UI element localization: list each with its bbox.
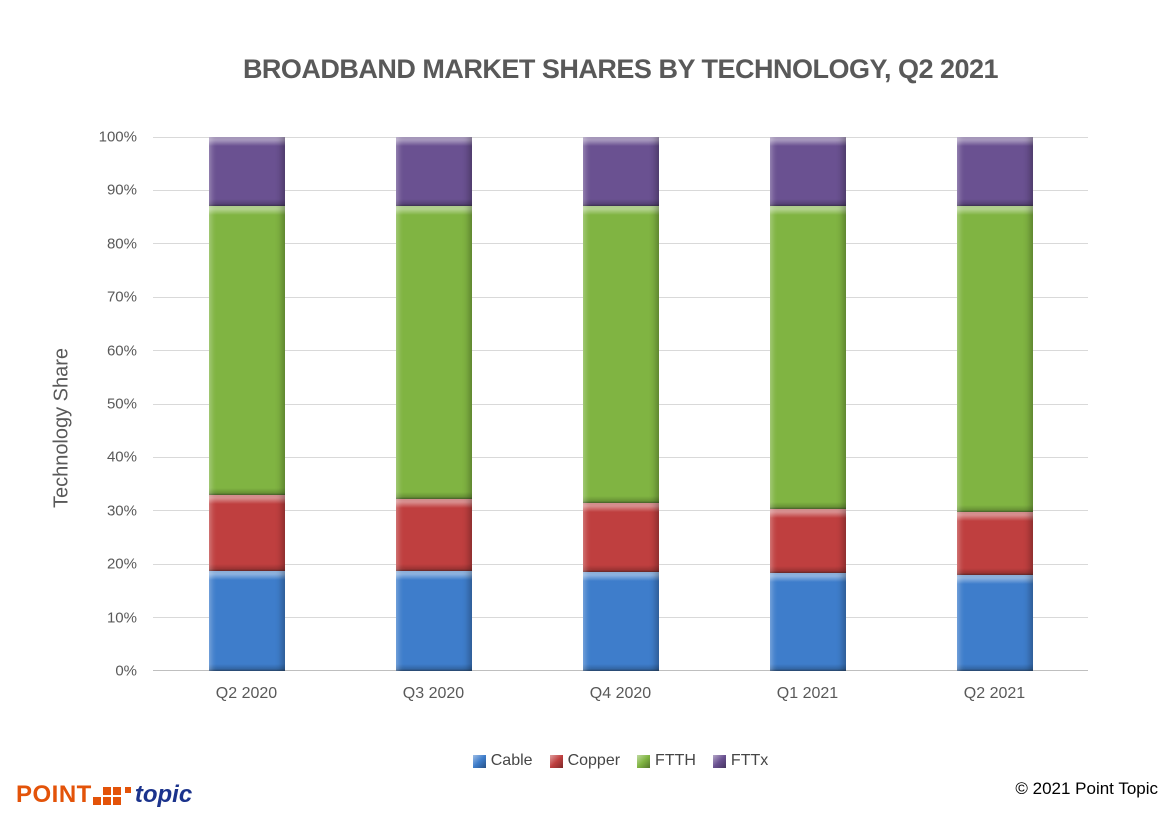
legend-label: FTTH (655, 752, 696, 769)
x-category-label: Q2 2020 (215, 685, 278, 702)
legend-marker-cable-icon (472, 754, 486, 768)
gridline (153, 136, 1088, 138)
bar-segment-ftth (208, 206, 285, 495)
bar-segment-cable (208, 570, 285, 671)
legend-label: FTTx (730, 752, 769, 769)
bar-segment-fttx (395, 137, 472, 207)
x-category-label: Q4 2020 (589, 685, 652, 702)
x-axis-category-labels: Q2 2020 Q3 2020 Q4 2020 Q1 2021 Q2 2021 (153, 685, 1088, 709)
x-category-label: Q1 2021 (776, 685, 839, 702)
x-category-label: Q2 2021 (963, 685, 1026, 702)
legend-item-copper: Copper (549, 752, 621, 770)
legend-label: Copper (567, 752, 621, 769)
y-tick-label: 40% (106, 448, 137, 466)
y-tick-label: 70% (106, 288, 137, 306)
logo-dots-icon (92, 787, 131, 805)
bar-q3-2020 (395, 137, 472, 671)
y-tick-label: 10% (106, 609, 137, 627)
bar-segment-ftth (769, 206, 846, 509)
legend-marker-ftth-icon (637, 754, 651, 768)
point-topic-logo: POINT topic (16, 781, 192, 809)
bar-segment-fttx (208, 137, 285, 207)
bar-segment-cable (956, 574, 1033, 671)
y-tick-label: 50% (106, 395, 137, 413)
bar-segment-copper (208, 494, 285, 571)
bar-segment-cable (582, 572, 659, 671)
bar-segment-ftth (582, 206, 659, 503)
y-tick-label: 90% (106, 181, 137, 199)
y-tick-label: 80% (106, 235, 137, 253)
logo-dot (112, 797, 121, 805)
bar-q1-2021 (769, 137, 846, 671)
x-category-label: Q3 2020 (402, 685, 465, 702)
legend-label: Cable (490, 752, 533, 769)
logo-dot (92, 797, 101, 805)
legend-marker-fttx-icon (712, 754, 726, 768)
legend-item-ftth: FTTH (637, 752, 696, 770)
y-tick-label: 0% (115, 662, 137, 680)
logo-dot (93, 787, 101, 795)
bar-segment-ftth (956, 206, 1033, 513)
bar-q4-2020 (582, 137, 659, 671)
legend-item-fttx: FTTx (712, 752, 769, 770)
legend-marker-copper-icon (549, 754, 563, 768)
y-tick-label: 20% (106, 555, 137, 573)
bar-segment-copper (395, 499, 472, 572)
logo-text-point: POINT (16, 781, 92, 808)
bar-q2-2020 (208, 137, 285, 671)
bar-segment-copper (956, 512, 1033, 575)
logo-dot (102, 787, 111, 795)
bar-segment-copper (769, 508, 846, 573)
bar-segment-cable (395, 571, 472, 671)
y-axis-title: Technology Share (50, 347, 73, 509)
logo-dot (124, 787, 131, 793)
bar-segment-ftth (395, 206, 472, 500)
y-tick-label: 30% (106, 502, 137, 520)
logo-dot (102, 797, 111, 805)
y-tick-label: 60% (106, 342, 137, 360)
chart-title: BROADBAND MARKET SHARES BY TECHNOLOGY, Q… (242, 54, 999, 84)
y-tick-label: 100% (98, 128, 137, 146)
bar-q2-2021 (956, 137, 1033, 671)
logo-text-topic: topic (134, 781, 193, 808)
bar-segment-copper (582, 502, 659, 573)
legend: Cable Copper FTTH FTTx (153, 752, 1088, 770)
logo-dot (112, 787, 121, 795)
bar-segment-fttx (769, 137, 846, 207)
legend-item-cable: Cable (472, 752, 533, 770)
bar-segment-cable (769, 572, 846, 671)
bar-segment-fttx (582, 137, 659, 207)
logo-dot (123, 797, 131, 805)
copyright-text: © 2021 Point Topic (1015, 779, 1158, 798)
plot-area (153, 136, 1088, 671)
y-axis-tick-labels: 0% 10% 20% 30% 40% 50% 60% 70% 80% 90% 100% (80, 129, 145, 680)
bar-segment-fttx (956, 137, 1033, 207)
